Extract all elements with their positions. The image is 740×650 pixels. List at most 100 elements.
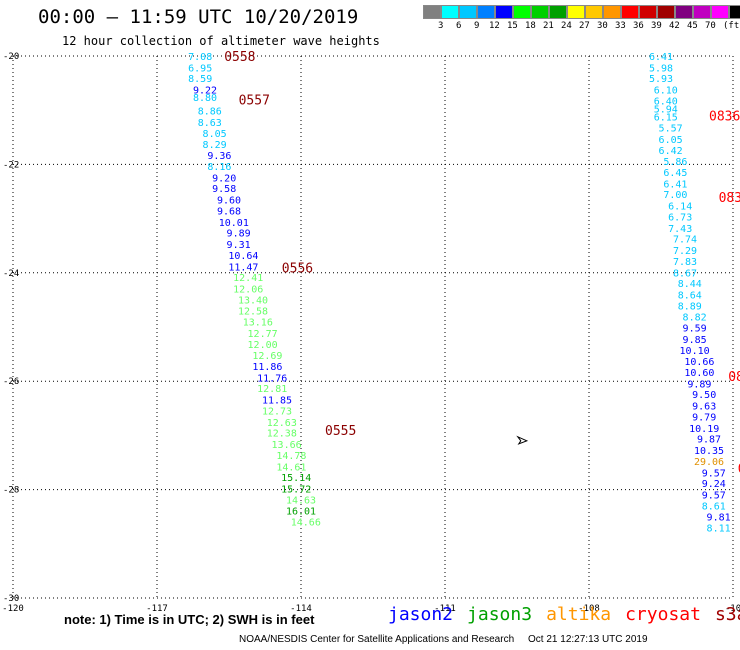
legend-label: 33 (615, 21, 626, 31)
legend-swatch (711, 5, 729, 19)
wave-height-value: 9.59 (683, 324, 707, 335)
legend-swatch (603, 5, 621, 19)
legend-swatch (441, 5, 459, 19)
legend-swatch (657, 5, 675, 19)
wave-height-value: 9.68 (217, 206, 241, 217)
legend-swatch (693, 5, 711, 19)
wave-height-value: 13.66 (272, 440, 302, 451)
legend-swatch (423, 5, 441, 19)
page-title: 00:00 — 11:59 UTC 10/20/2019 (38, 6, 359, 28)
wave-height-value: 6.42 (659, 146, 683, 157)
legend-swatch (477, 5, 495, 19)
wave-height-value: 13.16 (243, 318, 273, 329)
wave-height-tracks: 7.086.958.599.228.80 8.868.638.058.299.36… (188, 52, 730, 535)
wave-height-value: 9.63 (692, 402, 716, 413)
satellite-label: altika (546, 604, 612, 625)
wave-height-value: 15.72 (281, 485, 311, 496)
grid-lines (12, 55, 734, 599)
wave-height-value: 8.16 (207, 162, 231, 173)
pass-time-label: 0556 (282, 261, 313, 276)
wave-height-value: 14.61 (276, 462, 306, 473)
wave-height-value: 9.50 (692, 390, 716, 401)
wave-height-value: 6.45 (663, 168, 687, 179)
west-track: 7.086.958.599.228.80 8.868.638.058.299.36… (188, 52, 321, 529)
legend-label: 6 (456, 21, 462, 31)
wave-height-value: 15.14 (281, 473, 311, 484)
pass-time-label: 0836 (709, 110, 740, 125)
y-tick-label: -22 (3, 160, 19, 170)
legend-swatch (567, 5, 585, 19)
x-tick-label: -114 (290, 604, 312, 614)
wave-height-value: 6.73 (668, 212, 692, 223)
wave-height-value: 8.61 (702, 501, 726, 512)
wave-height-value: 12.69 (252, 351, 282, 362)
wave-height-value: 6.05 (659, 135, 683, 146)
legend-swatch (639, 5, 657, 19)
wave-height-value: 16.01 (286, 507, 316, 518)
island-outline (516, 435, 529, 445)
footnote: note: 1) Time is in UTC; 2) SWH is in fe… (64, 612, 315, 627)
legend-swatch (585, 5, 603, 19)
wave-height-value: 9.24 (702, 479, 726, 490)
legend-label: 70 (705, 21, 716, 31)
wave-height-value: 10.64 (228, 251, 258, 262)
wave-height-value: 9.85 (683, 335, 707, 346)
wave-height-value: 8.11 (707, 524, 731, 535)
pass-time-label: 0555 (325, 424, 356, 439)
wave-height-value: 9.31 (227, 240, 251, 251)
wave-height-value: 11.76 (257, 373, 287, 384)
wave-height-value: 12.73 (262, 406, 292, 417)
x-tick-label: -111 (434, 604, 456, 614)
wave-height-value: 6.41 (649, 52, 673, 63)
wave-height-value: 12.58 (238, 307, 268, 318)
wave-height-value: 7.74 (673, 235, 697, 246)
page-subtitle: 12 hour collection of altimeter wave hei… (62, 34, 380, 48)
wave-height-value: 12.06 (233, 285, 263, 296)
wave-height-value: 6.40 (654, 96, 678, 107)
wave-height-value: 7.29 (673, 246, 697, 257)
wave-height-value: 8.29 (203, 140, 227, 151)
wave-height-value: 10.35 (694, 446, 724, 457)
legend-swatch (549, 5, 567, 19)
y-tick-label: -24 (3, 269, 19, 279)
wave-height-value: 6.10 (654, 86, 678, 97)
wave-height-value: 9.22 (193, 86, 217, 97)
wave-height-value: 8.89 (678, 301, 702, 312)
legend-swatch (621, 5, 639, 19)
x-tick-label: -108 (578, 604, 600, 614)
wave-height-value: 14.66 (291, 518, 321, 529)
legend-swatch (675, 5, 693, 19)
y-tick-label: -28 (3, 486, 19, 496)
wave-height-value: 9.58 (212, 184, 236, 195)
wave-height-value: 12.77 (248, 329, 278, 340)
wave-height-value: 9.36 (207, 151, 231, 162)
wave-height-value: 12.41 (233, 273, 263, 284)
wave-height-value: 9.79 (692, 412, 716, 423)
legend-swatch (531, 5, 549, 19)
wave-height-value: 6.15 (654, 113, 678, 124)
wave-height-value: 8.05 (203, 129, 227, 140)
wave-height-value: 6.41 (663, 179, 687, 190)
wave-height-value: 9.57 (702, 490, 726, 501)
wave-height-value: 11.85 (262, 396, 292, 407)
legend-swatches (423, 5, 740, 19)
x-tick-label: -10 (725, 604, 740, 614)
wave-height-value: 8.63 (198, 118, 222, 129)
pass-time-label: 0558 (224, 50, 255, 65)
y-tick-label: -20 (3, 52, 19, 62)
wave-height-value: 9.89 (687, 379, 711, 390)
legend-label: 3 (438, 21, 444, 31)
legend-label: 9 (474, 21, 480, 31)
legend-label: 42 (669, 21, 680, 31)
pass-time-label: 0835 (728, 370, 740, 385)
legend-swatch (513, 5, 531, 19)
wave-height-value: 11.47 (228, 262, 258, 273)
east-track: 6.415.985.936.106.405.946.155.576.056.42… (649, 52, 731, 535)
landmark (516, 435, 529, 445)
wave-height-value: 9.89 (227, 229, 251, 240)
legend-label: 45 (687, 21, 698, 31)
wave-height-value: 13.40 (238, 295, 268, 306)
wave-height-value: 9.81 (707, 513, 731, 524)
